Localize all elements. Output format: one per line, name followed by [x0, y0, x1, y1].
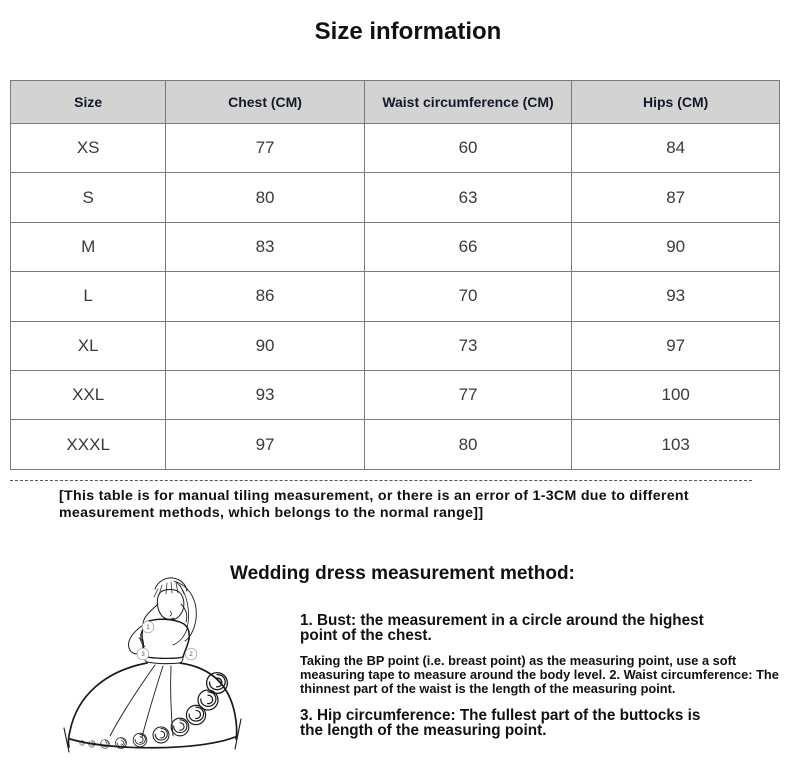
svg-text:3: 3 — [141, 652, 145, 659]
svg-text:2: 2 — [189, 652, 193, 659]
svg-text:1: 1 — [146, 625, 150, 632]
